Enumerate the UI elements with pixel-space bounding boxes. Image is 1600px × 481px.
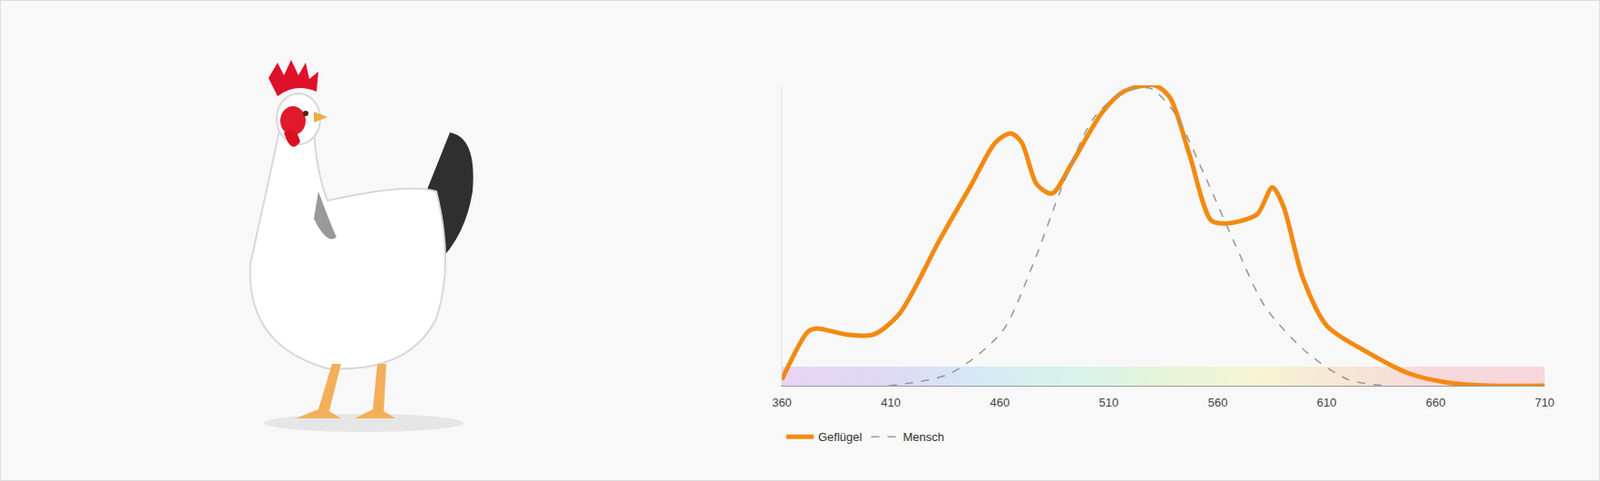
- svg-text:610: 610: [1317, 395, 1337, 410]
- svg-text:Mensch: Mensch: [903, 429, 946, 444]
- svg-text:360: 360: [771, 395, 792, 410]
- svg-text:710: 710: [1534, 395, 1555, 410]
- svg-text:Geflügel: Geflügel: [818, 429, 863, 444]
- svg-text:460: 460: [989, 395, 1010, 410]
- svg-text:660: 660: [1425, 395, 1446, 410]
- svg-text:560: 560: [1208, 395, 1229, 410]
- svg-text:510: 510: [1099, 395, 1120, 410]
- svg-text:410: 410: [880, 395, 901, 410]
